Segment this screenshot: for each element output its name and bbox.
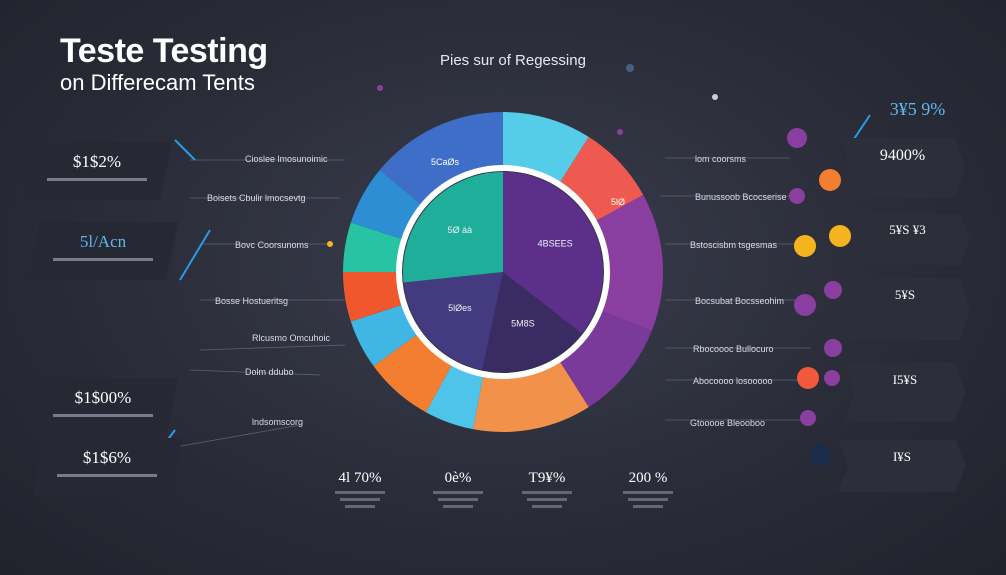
outer-ring-segment-10	[343, 222, 404, 272]
bottom-stat-1: 4l 70%	[320, 470, 400, 508]
left-label-1: Cioslee lmosunoimic	[245, 154, 328, 164]
right-label-4: Bocsubat Bocsseohim	[695, 296, 785, 306]
bottom-stat-2: 0è%	[418, 470, 498, 508]
outer-ring-segment-8	[350, 304, 419, 367]
page-title: Teste Testing	[60, 32, 268, 70]
inner-pie-slice-4	[403, 172, 503, 283]
outer-ring-segment-4	[559, 310, 652, 408]
inner-pie-slice-2	[482, 272, 582, 372]
right-card-6-value: I¥S	[892, 449, 912, 464]
inner-pie-label-3: 5lØes	[448, 303, 472, 313]
outer-ring-segment-3	[595, 194, 663, 331]
marker-dot-2	[819, 169, 841, 191]
marker-dot-14	[377, 85, 383, 91]
outer-ring-label-2: 5lØ	[611, 197, 625, 207]
inner-pie-slice-1	[503, 172, 604, 334]
marker-dot-17	[617, 129, 623, 135]
marker-dot-4	[829, 225, 851, 247]
bottom-stat-3-value: T9¥%	[528, 470, 566, 486]
right-card-3-value: 5¥S ¥3	[889, 222, 926, 237]
marker-dot-7	[794, 294, 816, 316]
outer-ring-segment-6	[425, 364, 484, 430]
marker-dot-9	[797, 367, 819, 389]
connector-line-5	[199, 344, 346, 351]
right-label-2: Bunussoob Bcocserise	[695, 192, 787, 202]
outer-ring-label-1: 5CaØs	[431, 157, 460, 167]
marker-dot-16	[712, 94, 718, 100]
left-label-5: Rlcusmo Omcuhoic	[252, 333, 331, 343]
bottom-stat-4-value: 200 %	[628, 470, 668, 486]
left-card-2-value: 5l/Acn	[79, 232, 127, 251]
marker-dot-10	[824, 370, 840, 386]
inner-pie-slice-3	[403, 272, 503, 370]
page-subtitle: on Differecam Tents	[60, 70, 255, 95]
inner-pie-label-2: 5M8S	[511, 319, 535, 329]
right-label-3: Bstoscisbm tsgesmas	[690, 240, 778, 250]
bottom-stat-2-value: 0è%	[444, 470, 472, 486]
left-card-4: $1$6%	[32, 438, 182, 496]
marker-dot-8	[824, 339, 842, 357]
outer-ring-segment-12	[379, 112, 503, 206]
right-label-7: Gtooooe Bleooboo	[690, 418, 766, 428]
outer-ring-segment-9	[343, 272, 404, 322]
marker-dot-11	[800, 410, 816, 426]
bottom-stat-3: T9¥%	[507, 470, 587, 508]
left-card-2: 5l/Acn	[28, 222, 178, 280]
marker-dot-3	[789, 188, 805, 204]
left-label-2: Boisets Cbulir lmocsevtg	[207, 193, 306, 203]
right-label-1: lom coorsms	[695, 154, 747, 164]
right-card-2: 9400%	[840, 138, 965, 198]
connector-line-7	[169, 424, 301, 449]
left-card-4-value: $1$6%	[82, 448, 132, 467]
left-card-3-value: $1$00%	[74, 388, 132, 407]
right-card-3: 5¥S ¥3	[845, 213, 970, 265]
ring-separator	[396, 165, 610, 379]
right-card-1-value: 3¥5 9%	[889, 99, 946, 119]
left-label-3: Bovc Coorsunoms	[235, 240, 309, 250]
inner-pie-label-4: 5Ø àà	[448, 225, 473, 235]
accent-line-2	[179, 229, 211, 281]
left-card-3: $1$00%	[28, 378, 178, 436]
connector-line-6	[189, 369, 321, 376]
marker-dot-12	[809, 444, 831, 466]
outer-ring-segment-1	[503, 112, 589, 184]
left-label-7: lndsomscorg	[252, 417, 304, 427]
chart-title: Pies sur of Regessing	[440, 52, 586, 69]
left-card-1-value: $1$2%	[72, 152, 122, 171]
right-card-1: 3¥5 9%	[855, 90, 980, 145]
inner-pie-label-1: 4BSEES	[538, 239, 573, 249]
accent-line-1	[174, 139, 196, 161]
marker-dot-6	[824, 281, 842, 299]
bottom-stat-1-value: 4l 70%	[338, 470, 382, 486]
left-card-1: $1$2%	[22, 142, 172, 200]
right-card-4-value: 5¥S	[894, 287, 916, 302]
right-card-6: I¥S	[838, 440, 966, 492]
marker-dot-13	[327, 241, 333, 247]
right-card-2-value: 9400%	[879, 147, 926, 164]
marker-dot-1	[787, 128, 807, 148]
right-label-6: Abocoooo losooooo	[693, 376, 773, 386]
left-label-6: Dolm ddubo	[245, 367, 294, 377]
bottom-stat-4: 200 %	[608, 470, 688, 508]
outer-ring-segment-7	[373, 333, 453, 413]
right-card-5: I5¥S	[845, 363, 965, 421]
marker-dot-5	[794, 235, 816, 257]
marker-dot-15	[626, 64, 634, 72]
right-card-4: 5¥S	[840, 278, 970, 340]
left-label-4: Bosse Hostueritsg	[215, 296, 289, 306]
right-label-5: Rbocoooc Bullocuro	[693, 344, 774, 354]
right-card-5-value: I5¥S	[892, 372, 918, 387]
outer-ring-segment-11	[350, 170, 423, 240]
